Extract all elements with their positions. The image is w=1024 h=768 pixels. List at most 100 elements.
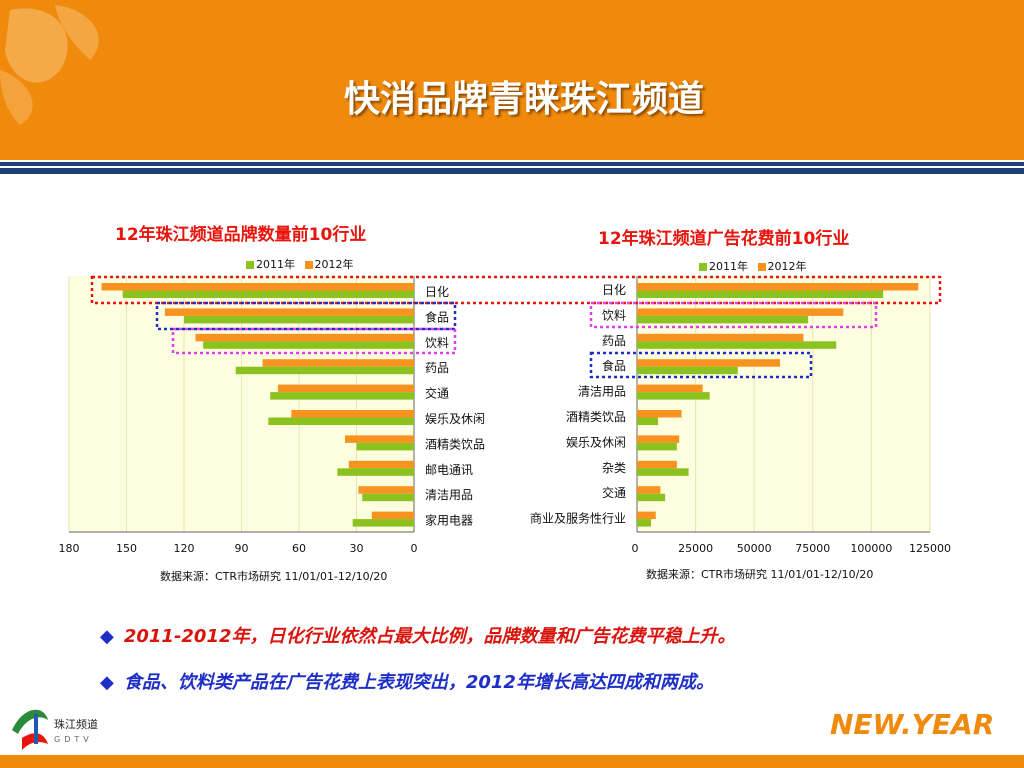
bar-2011 [637,341,837,349]
left-chart-legend: 2011年 2012年 [240,256,354,272]
footer-band [0,755,1024,768]
header-band [0,0,1024,160]
bar-2011 [637,315,809,324]
tick-label: 120 [174,542,195,555]
category-label: 清洁用品 [578,385,626,399]
bar-2011 [362,493,414,502]
bar-2011 [637,519,652,527]
category-label: 娱乐及休闲 [425,412,485,426]
highlight-box-food-right [589,351,813,379]
left-chart-source: 数据来源：CTR市场研究 11/01/01-12/10/20 [160,570,388,583]
bullet-text: 食品、饮料类产品在广告花费上表现突出，2012年增长高达四成和两成。 [123,672,714,693]
bar-2012 [637,410,682,418]
category-label: 药品 [602,334,626,348]
right-chart-legend: 2011年 2012年 [693,258,807,274]
category-label: 商业及服务性行业 [530,511,626,526]
divider [0,162,1024,166]
bar-2012 [637,333,804,342]
bar-2011 [184,315,414,324]
bullet-1: ◆ 2011-2012年，日化行业依然占最大比例，品牌数量和广告花费平稳上升。 [100,622,736,648]
legend-swatch [757,263,766,271]
right-chart-title: 12年珠江频道广告花费前10行业 [598,229,850,249]
tick-label: 0 [411,542,418,555]
right-chart-source: 数据来源：CTR市场研究 11/01/01-12/10/20 [646,568,874,581]
page-title: 快消品牌青睐珠江频道 [343,79,704,120]
diamond-icon: ◆ [100,626,114,647]
bar-2012 [195,333,414,342]
bar-2012 [371,511,414,520]
tick-label: 90 [235,542,249,555]
legend-label: 2012年 [767,260,807,273]
category-label: 食品 [425,309,449,324]
legend-label: 2012年 [314,258,354,271]
category-label: 娱乐及休闲 [566,435,626,449]
bar-2012 [637,384,703,393]
bar-2011 [637,290,884,298]
tick-label: 0 [632,542,639,555]
bar-2012 [637,460,677,469]
left-chart-title: 12年珠江频道品牌数量前10行业 [115,225,367,245]
logo-text: NEW.YEAR [830,708,994,741]
bar-2012 [348,460,414,469]
bullet-2: ◆ 食品、饮料类产品在广告花费上表现突出，2012年增长高达四成和两成。 [100,668,714,694]
bar-2011 [337,468,414,476]
category-label: 邮电通讯 [425,463,473,477]
bar-2012 [277,384,414,393]
highlight-box-drink-right [589,301,878,329]
tick-label: 150 [116,542,137,555]
tick-label: 75000 [795,542,830,555]
logo-subtext: GDTV [54,735,93,744]
bullet-text: 2011-2012年，日化行业依然占最大比例，品牌数量和广告花费平稳上升。 [123,626,736,647]
bar-2012 [637,308,844,316]
tick-label: 30 [350,542,364,555]
category-label: 交通 [425,386,449,401]
bar-2012 [291,410,414,418]
bar-2011 [235,366,414,375]
bar-2011 [637,442,677,451]
bar-2011 [270,392,414,400]
bar-2011 [637,468,689,476]
diamond-icon: ◆ [100,672,114,693]
bar-2011 [268,417,414,425]
category-label: 日化 [425,285,449,299]
bar-2012 [637,283,919,291]
bar-2012 [637,511,656,520]
new-year-logo: NEW.YEAR [830,708,994,741]
highlight-box-food-left [155,301,457,331]
legend-swatch [699,263,707,271]
category-label: 清洁用品 [425,488,473,502]
highlight-box-drink-left [171,327,457,355]
zhujiang-channel-logo: 珠江频道 GDTV [12,709,98,750]
bar-2012 [358,486,414,494]
tick-label: 125000 [909,542,951,555]
bar-2011 [122,290,415,298]
tick-label: 100000 [850,542,892,555]
tick-label: 60 [292,542,306,555]
legend-label: 2011年 [256,258,295,271]
category-label: 酒精类饮品 [566,410,626,424]
legend-swatch [304,261,313,269]
divider [0,168,1024,174]
category-label: 家用电器 [425,513,473,528]
bar-2012 [637,435,680,443]
bar-2012 [101,283,414,291]
category-label: 饮料 [602,308,626,322]
category-label: 药品 [425,361,449,375]
leaf-decoration-icon [0,5,99,125]
bar-2012 [164,308,414,316]
bar-2012 [637,486,661,494]
bar-2011 [637,366,738,375]
bar-2011 [203,341,414,349]
bar-2012 [262,359,414,367]
category-label: 食品 [602,358,626,373]
category-label: 杂类 [602,461,626,475]
legend-swatch [246,261,254,269]
bar-2011 [352,519,414,527]
bar-2012 [637,359,780,367]
legend-label: 2011年 [709,260,748,273]
category-label: 饮料 [425,336,449,350]
category-label: 日化 [602,283,626,297]
